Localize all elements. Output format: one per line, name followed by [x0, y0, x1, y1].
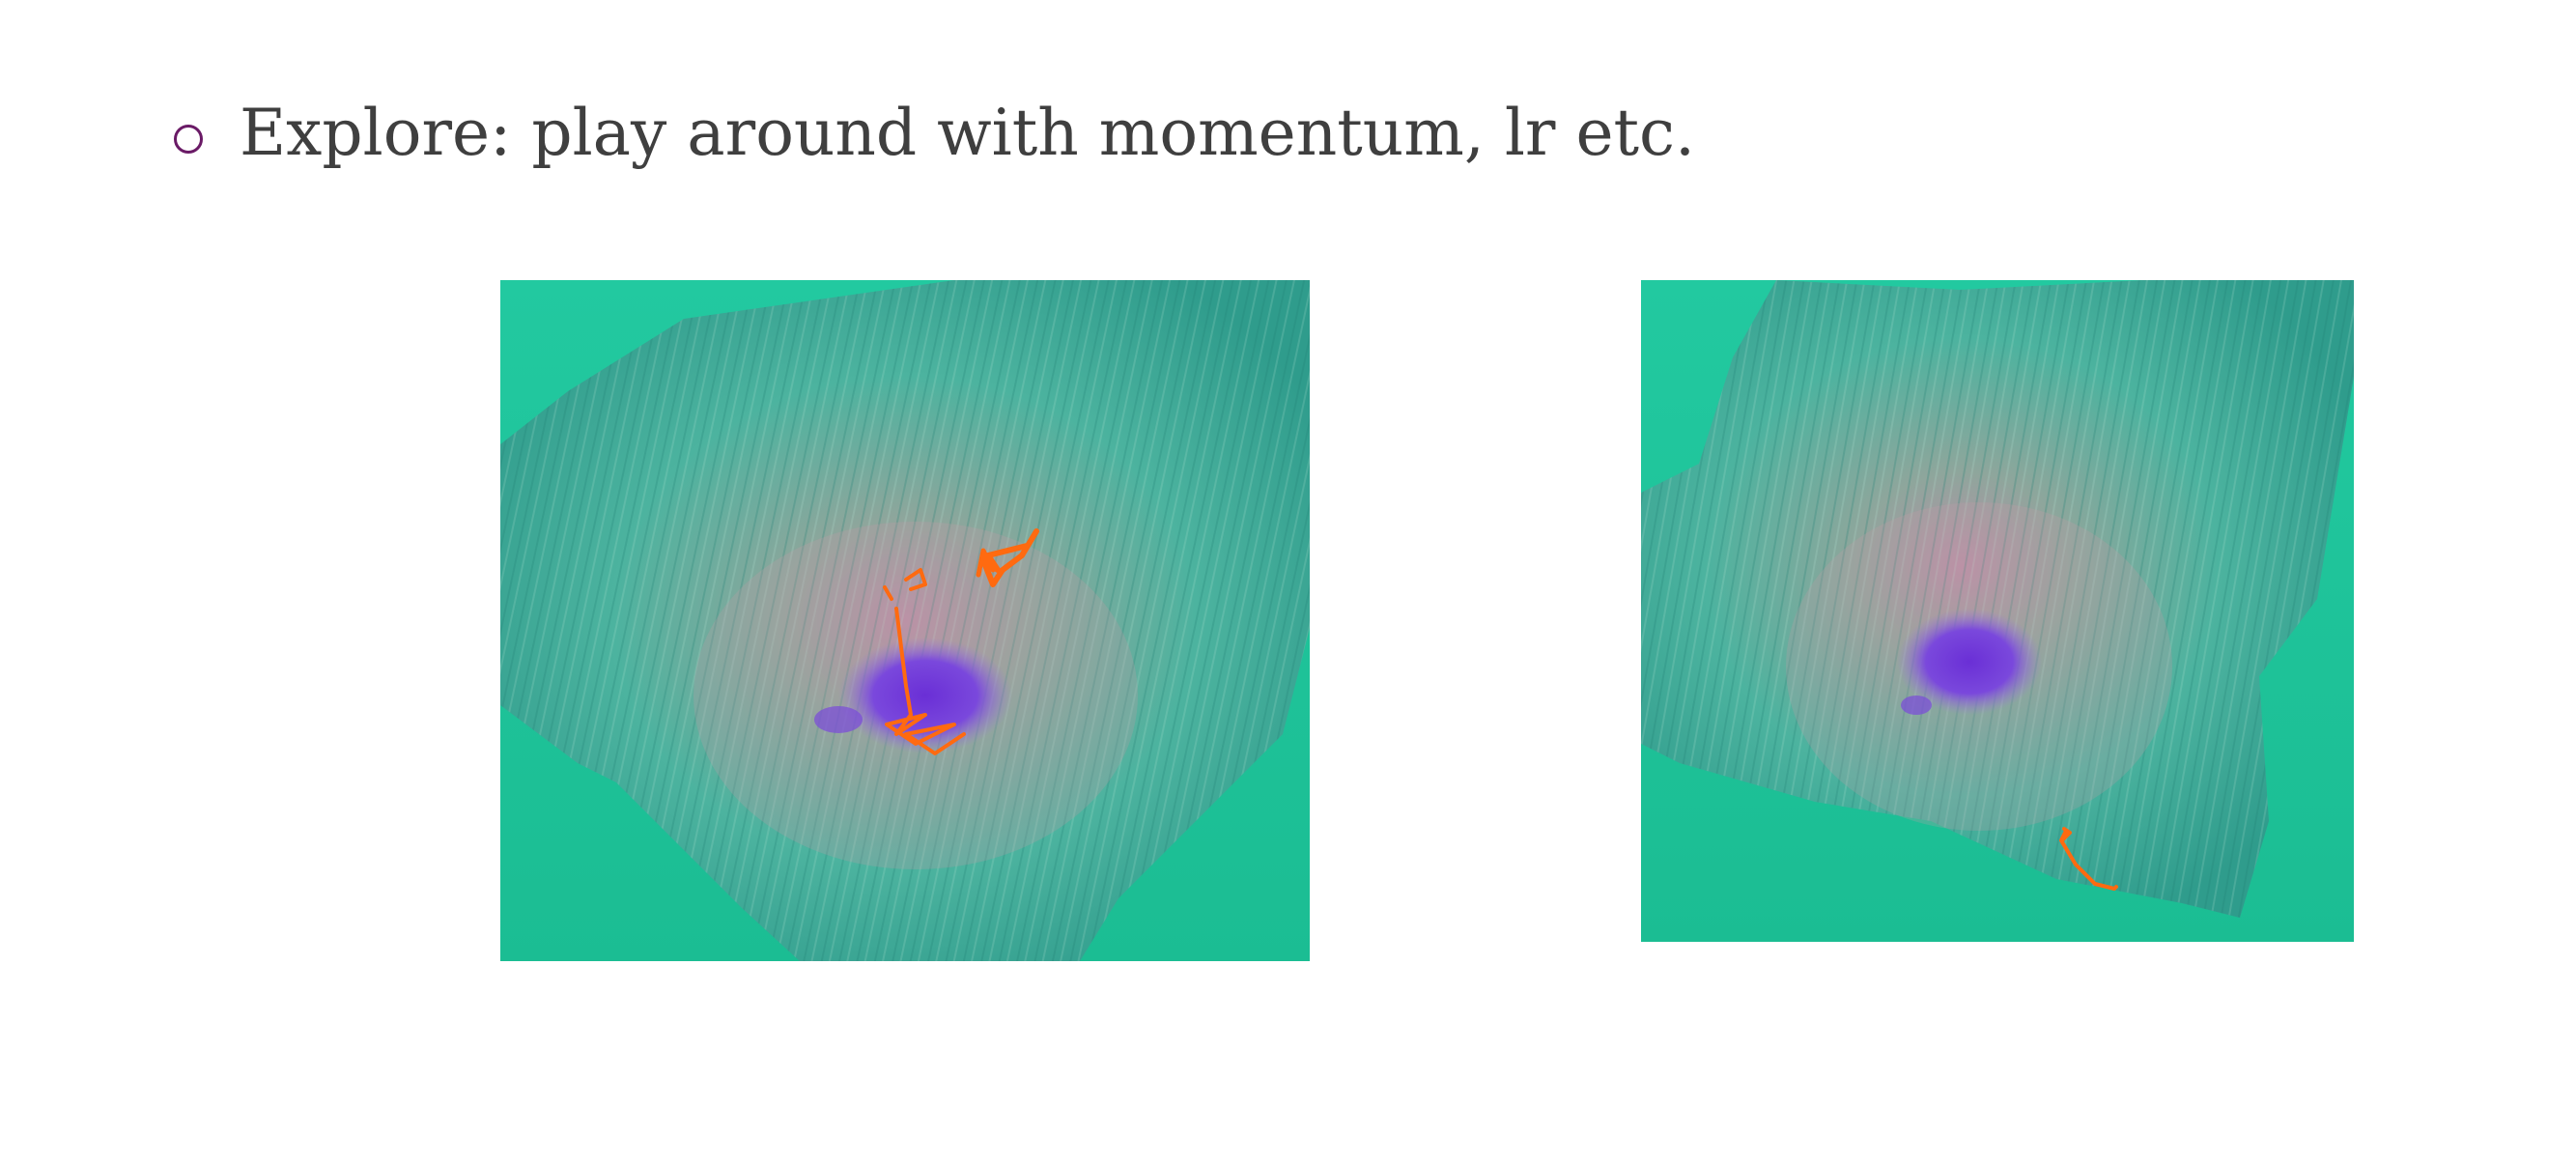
minimum-basin [1897, 609, 2042, 715]
minimum-basin-secondary [814, 706, 863, 733]
loss-landscape-right-image [1641, 280, 2354, 942]
loss-landscape-left-svg [500, 280, 1310, 961]
loss-landscape-right-svg [1641, 280, 2354, 942]
minimum-basin [838, 638, 1012, 753]
optimizer-trajectories [883, 528, 1039, 755]
trajectory-path-2 [2060, 827, 2072, 842]
trajectory-path-2 [904, 568, 927, 591]
trajectory-path-3 [883, 585, 893, 601]
bullet-text: Explore: play around with momentum, lr e… [240, 96, 1695, 170]
terrain-ridges [500, 280, 1310, 961]
bullet-circle-icon [174, 125, 203, 154]
trajectory-path-1 [885, 607, 966, 755]
trajectory-path-4 [980, 528, 1039, 587]
minimum-basin-secondary [1901, 696, 1932, 715]
loss-landscape-left-image [500, 280, 1310, 961]
bullet-item: Explore: play around with momentum, lr e… [174, 101, 1695, 165]
trajectory-path-5 [976, 548, 996, 578]
optimizer-trajectory [2059, 827, 2118, 891]
terrain-ridges [1641, 280, 2354, 918]
